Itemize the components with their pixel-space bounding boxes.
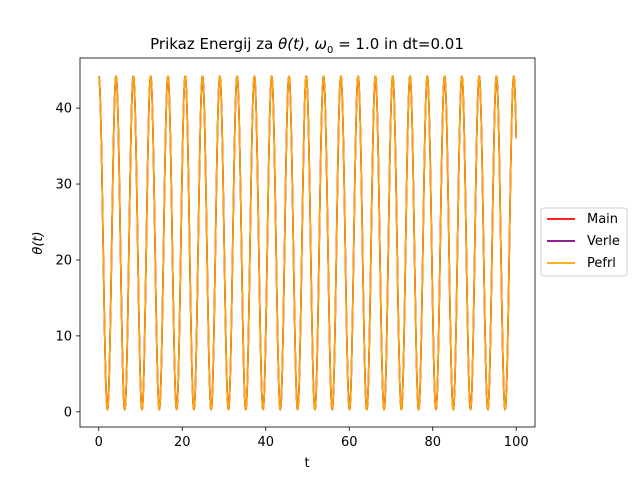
x-tick-label: 60 bbox=[341, 435, 358, 450]
legend-box bbox=[540, 207, 628, 277]
x-tick-label: 40 bbox=[257, 435, 274, 450]
title-mid: , bbox=[305, 35, 315, 53]
x-ticks: 0 20 40 60 80 100 bbox=[95, 427, 529, 450]
y-tick-label: 40 bbox=[55, 102, 72, 117]
legend-label-verle: Verle bbox=[587, 234, 620, 249]
y-tick-label: 0 bbox=[64, 405, 72, 420]
x-tick-label: 80 bbox=[424, 435, 441, 450]
title-tail: = 1.0 in dt=0.01 bbox=[333, 35, 464, 53]
y-tick-label: 30 bbox=[55, 178, 72, 193]
plot-frame bbox=[79, 57, 536, 428]
x-axis-label: t bbox=[304, 456, 309, 471]
y-tick-label: 10 bbox=[55, 329, 72, 344]
y-ticks: 0 10 20 30 40 bbox=[55, 102, 80, 420]
chart-title: Prikaz Energij za θ(t), ω0 = 1.0 in dt=0… bbox=[150, 35, 464, 56]
title-main: Prikaz Energij za bbox=[150, 35, 278, 53]
x-tick-label: 100 bbox=[504, 435, 529, 450]
title-omega-sub: 0 bbox=[327, 45, 333, 56]
legend-label-main: Main bbox=[587, 212, 618, 227]
y-tick-label: 20 bbox=[55, 253, 72, 268]
legend-label-pefrl: Pefrl bbox=[587, 256, 616, 271]
legend: Main Verle Pefrl bbox=[540, 207, 628, 277]
y-axis-label: θ(t) bbox=[31, 231, 46, 254]
series-line-pefrl bbox=[98, 75, 518, 411]
series-layer bbox=[98, 75, 518, 411]
title-theta: θ(t) bbox=[278, 35, 305, 53]
x-tick-label: 20 bbox=[174, 435, 191, 450]
x-tick-label: 0 bbox=[95, 435, 103, 450]
title-omega: ω bbox=[314, 35, 327, 53]
